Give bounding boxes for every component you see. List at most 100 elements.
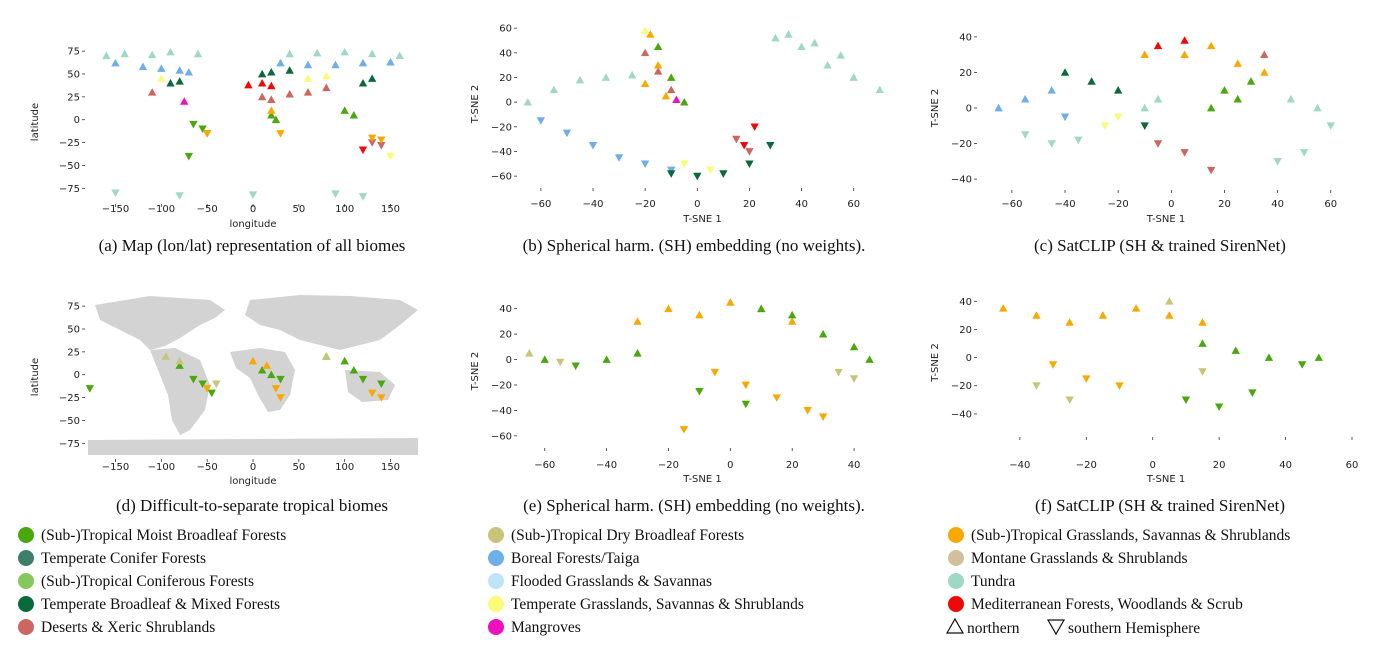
data-point (248, 356, 258, 365)
data-point (1297, 361, 1307, 369)
data-point (1273, 157, 1282, 166)
data-point (358, 78, 368, 87)
y-tick-label: 50 (67, 325, 80, 336)
data-point (571, 362, 580, 371)
data-point (85, 385, 95, 393)
y-tick-label: 20 (959, 68, 972, 79)
y-tick-label: 40 (959, 32, 972, 43)
data-point (377, 136, 386, 145)
data-point (257, 69, 267, 78)
x-axis-label: longitude (229, 476, 276, 487)
data-point (1140, 122, 1149, 130)
series-tundra (1020, 94, 1335, 166)
y-tick-label: −40 (951, 175, 972, 186)
data-point (757, 304, 766, 313)
series--sub-tropical-moist-broadleaf-forests (184, 106, 359, 161)
y-tick-label: 25 (67, 347, 80, 358)
legend-item: (Sub-)Tropical Dry Broadleaf Forests (488, 527, 744, 544)
legend-swatch (488, 527, 504, 543)
data-point (1231, 346, 1240, 354)
data-point (1140, 103, 1149, 112)
series-mangroves (180, 97, 189, 105)
x-tick-label: 40 (1279, 460, 1292, 471)
y-tick-label: −75 (59, 184, 80, 195)
data-point (667, 85, 676, 94)
legend-swatch (488, 550, 504, 566)
y-tick-label: −50 (59, 416, 80, 427)
data-point (1165, 297, 1174, 305)
x-tick-label: 0 (694, 199, 700, 210)
y-tick-label: −20 (491, 122, 512, 133)
data-point (189, 120, 198, 129)
data-point (157, 64, 166, 72)
data-point (157, 74, 166, 82)
x-tick-label: 40 (795, 199, 808, 210)
y-tick-label: −75 (59, 439, 80, 450)
x-tick-label: 50 (292, 204, 305, 215)
data-point (784, 30, 793, 38)
y-axis-label: T-SNE 2 (470, 85, 481, 125)
data-point (719, 170, 728, 178)
data-point (257, 365, 267, 374)
x-tick-label: 20 (1213, 460, 1226, 471)
north-label: northern (967, 620, 1020, 637)
legend-label: Flooded Grasslands & Savannas (511, 573, 712, 590)
data-point (823, 60, 832, 69)
y-tick-label: −60 (491, 431, 512, 442)
data-point (267, 370, 276, 379)
legend-swatch (488, 596, 504, 612)
y-tick-label: −40 (491, 147, 512, 158)
data-point (1180, 36, 1189, 44)
series--sub-tropical-moist-broadleaf-forests (540, 304, 874, 409)
x-tick-label: −50 (197, 462, 218, 473)
y-tick-label: 0 (506, 98, 512, 109)
data-point (602, 355, 611, 363)
data-point (994, 103, 1003, 112)
data-point (614, 154, 624, 162)
data-point (1087, 77, 1096, 85)
data-point (175, 361, 184, 369)
x-tick-label: 150 (381, 204, 400, 215)
data-point (386, 152, 395, 161)
legend-item: Tundra (948, 573, 1015, 590)
y-tick-label: 25 (67, 92, 80, 103)
y-axis-label: latitude (30, 103, 41, 141)
data-point (285, 49, 294, 58)
y-tick-label: 20 (959, 325, 972, 336)
series-temperate-broadleaf-mixed-forests (1060, 68, 1149, 130)
data-point (147, 50, 157, 59)
y-axis-label: T-SNE 2 (470, 352, 481, 392)
data-point (627, 70, 637, 79)
data-point (175, 66, 184, 74)
y-tick-label: 0 (74, 115, 80, 126)
legend-item: Flooded Grasslands & Savannas (488, 573, 712, 590)
y-tick-label: −25 (59, 393, 80, 404)
data-point (175, 192, 184, 200)
x-tick-label: 40 (1271, 199, 1284, 210)
data-point (1140, 50, 1149, 59)
data-point (267, 110, 276, 119)
data-point (1165, 311, 1174, 319)
legend-swatch (948, 596, 964, 612)
data-point (1206, 166, 1216, 175)
data-point (349, 110, 359, 119)
data-point (358, 58, 368, 67)
legend-label: (Sub-)Tropical Grasslands, Savannas & Sh… (971, 527, 1290, 544)
data-point (244, 80, 253, 89)
data-point (575, 75, 585, 84)
caption-c: (c) SatCLIP (SH & trained SirenNet) (1034, 236, 1286, 255)
data-point (184, 152, 194, 161)
series--sub-tropical-grasslands-savannas-shrublands (202, 106, 386, 145)
data-point (1060, 113, 1070, 122)
x-tick-label: 60 (1346, 460, 1359, 471)
data-point (189, 375, 198, 384)
legend-label: Montane Grasslands & Shrublands (971, 550, 1188, 567)
data-point (732, 135, 741, 144)
y-axis-label: T-SNE 2 (930, 89, 941, 129)
y-tick-label: 0 (74, 370, 80, 381)
data-point (331, 60, 340, 69)
series-boreal-forests-taiga (994, 86, 1070, 122)
data-point (797, 42, 806, 51)
data-point (322, 83, 331, 92)
